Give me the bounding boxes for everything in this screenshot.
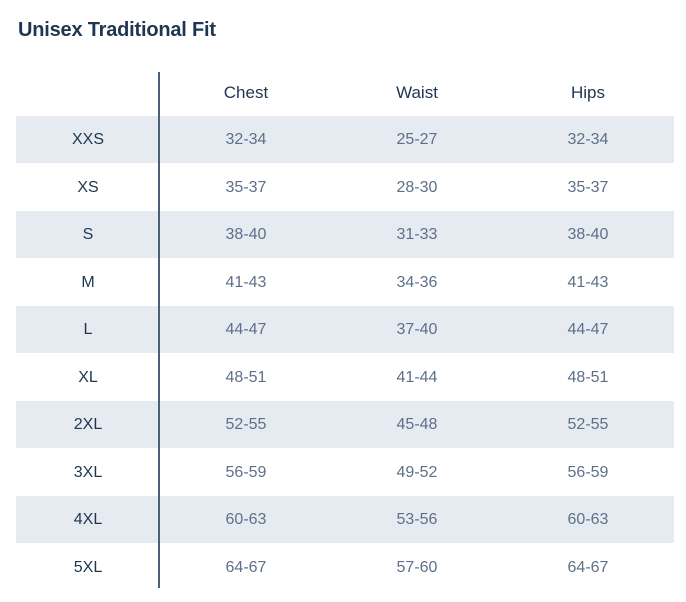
table-row: L 44-47 37-40 44-47 — [16, 306, 674, 353]
chest-cell: 60-63 — [225, 511, 267, 528]
size-cell: 2XL — [73, 416, 103, 433]
size-cell: M — [81, 273, 95, 291]
size-cell: XL — [78, 368, 98, 386]
table-header-row: Chest Waist Hips — [16, 72, 674, 115]
chest-cell: 41-43 — [225, 273, 267, 291]
table-body: XXS 32-34 25-27 32-34 XS 35-37 28-30 35-… — [16, 116, 674, 591]
hips-cell: 52-55 — [567, 416, 609, 433]
chest-cell: 38-40 — [225, 226, 267, 243]
hips-cell: 35-37 — [567, 178, 609, 196]
waist-cell: 37-40 — [396, 321, 438, 338]
table-row: S 38-40 31-33 38-40 — [16, 211, 674, 258]
table-row: XL 48-51 41-44 48-51 — [16, 354, 674, 401]
chest-cell: 35-37 — [225, 178, 267, 196]
page-title: Unisex Traditional Fit — [18, 19, 216, 41]
table-row: 5XL 64-67 57-60 64-67 — [16, 544, 674, 591]
waist-cell: 45-48 — [396, 416, 438, 433]
waist-cell: 53-56 — [396, 511, 438, 528]
size-cell: 5XL — [73, 558, 103, 576]
column-header-chest: Chest — [223, 83, 269, 102]
size-cell: S — [82, 226, 94, 243]
chest-cell: 64-67 — [225, 558, 267, 576]
table-row: M 41-43 34-36 41-43 — [16, 259, 674, 306]
hips-cell: 38-40 — [567, 226, 609, 243]
hips-cell: 32-34 — [567, 131, 609, 148]
hips-cell: 64-67 — [567, 558, 609, 576]
size-cell: L — [83, 321, 93, 338]
size-cell: XS — [77, 178, 99, 196]
size-cell: XXS — [71, 131, 104, 148]
column-header-waist: Waist — [396, 83, 438, 102]
size-cell: 3XL — [73, 463, 103, 481]
waist-cell: 57-60 — [396, 558, 438, 576]
chest-cell: 52-55 — [225, 416, 267, 433]
waist-cell: 28-30 — [396, 178, 438, 196]
waist-cell: 25-27 — [396, 131, 438, 148]
chest-cell: 48-51 — [225, 368, 267, 386]
table-row: XS 35-37 28-30 35-37 — [16, 164, 674, 211]
size-column-divider — [158, 72, 160, 588]
chest-cell: 56-59 — [225, 463, 267, 481]
table-row: XXS 32-34 25-27 32-34 — [16, 116, 674, 163]
waist-cell: 49-52 — [396, 463, 438, 481]
table-row: 4XL 60-63 53-56 60-63 — [16, 496, 674, 543]
table-row: 3XL 56-59 49-52 56-59 — [16, 449, 674, 496]
chest-cell: 32-34 — [225, 131, 267, 148]
waist-cell: 41-44 — [396, 368, 438, 386]
column-header-hips: Hips — [570, 83, 605, 102]
hips-cell: 48-51 — [567, 368, 609, 386]
hips-cell: 56-59 — [567, 463, 609, 481]
hips-cell: 44-47 — [567, 321, 609, 338]
chest-cell: 44-47 — [225, 321, 267, 338]
size-cell: 4XL — [73, 511, 103, 528]
waist-cell: 34-36 — [396, 273, 438, 291]
size-chart-table: Chest Waist Hips XXS 32-34 25-27 32-34 X… — [16, 72, 674, 590]
table-row: 2XL 52-55 45-48 52-55 — [16, 401, 674, 448]
hips-cell: 60-63 — [567, 511, 609, 528]
waist-cell: 31-33 — [396, 226, 438, 243]
hips-cell: 41-43 — [567, 273, 609, 291]
